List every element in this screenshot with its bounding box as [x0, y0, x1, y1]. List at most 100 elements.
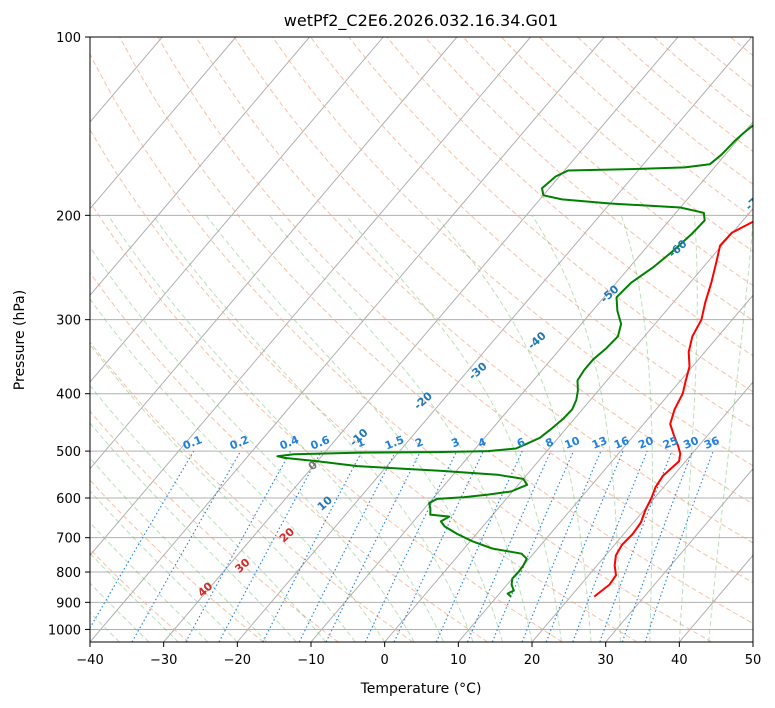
x-tick-label: −10: [297, 653, 324, 668]
moist-adiabat-line: [152, 215, 474, 642]
line-labels: -100-90-80-70-60-50-40-30-20-10010203040…: [181, 190, 767, 600]
moist-adiabat-line: [345, 214, 562, 642]
profile-line: [593, 220, 753, 598]
dry-adiabat-line: [90, 271, 488, 642]
y-tick-label: 100: [56, 31, 81, 46]
moist-adiabat-line: [90, 582, 150, 642]
grid-lines: [90, 37, 753, 642]
mixing-ratio-label: 1.5: [383, 433, 406, 452]
moist-adiabat-line: [434, 214, 592, 642]
dry-adiabat-line: [691, 37, 753, 88]
moist-adiabat-line: [90, 343, 356, 642]
dry-adiabat-label: 40: [195, 579, 215, 599]
mixing-ratio-lines: [90, 450, 714, 642]
dry-adiabat-line: [90, 479, 264, 642]
plot-frame: [89, 36, 754, 643]
moist-adiabat-line: [708, 215, 753, 642]
x-axis-label: Temperature (°C): [360, 681, 482, 697]
profile-line: [276, 124, 753, 598]
dry-adiabat-line: [90, 128, 638, 642]
dry-adiabat-line: [653, 37, 753, 120]
adiabat-lines: [90, 37, 753, 642]
x-tick-label: −30: [150, 653, 177, 668]
dry-adiabat-label: -30: [466, 359, 490, 382]
isotherm-line: [90, 37, 310, 297]
dry-adiabat-line: [90, 201, 563, 642]
mixing-ratio-label: 13: [590, 434, 609, 452]
dry-adiabat-label: -40: [525, 329, 549, 352]
dry-adiabat-line: [90, 341, 414, 642]
mixing-ratio-line: [466, 450, 552, 642]
y-tick-label: 200: [56, 209, 81, 224]
isotherm-line: [457, 294, 753, 642]
mixing-ratio-line: [491, 450, 575, 642]
dry-adiabat-label: -50: [598, 282, 622, 305]
dry-adiabat-line: [233, 37, 753, 505]
y-tick-label: 900: [56, 596, 81, 611]
y-tick-label: 1000: [48, 623, 81, 638]
dry-adiabat-line: [90, 410, 339, 642]
dry-adiabat-line: [424, 37, 753, 322]
mixing-ratio-label: 1: [355, 435, 367, 450]
mixing-ratio-line: [393, 450, 484, 642]
mixing-ratio-line: [572, 450, 648, 642]
mixing-ratio-label: 30: [682, 434, 701, 452]
mixing-ratio-label: 20: [636, 434, 655, 452]
dry-adiabat-line: [271, 37, 753, 467]
y-tick-label: 800: [56, 566, 81, 581]
mixing-ratio-line: [435, 450, 523, 642]
chart-title: wetPf2_C2E6.2026.032.16.34.G01: [284, 11, 558, 31]
y-tick-label: 500: [56, 445, 81, 460]
isotherm-line: [236, 37, 752, 642]
isotherm-line: [90, 37, 605, 642]
mixing-ratio-line: [262, 450, 363, 642]
mixing-ratio-label: 25: [661, 434, 680, 452]
y-tick-label: 600: [56, 492, 81, 507]
dry-adiabat-line: [90, 52, 712, 642]
dry-adiabat-label: -70: [743, 190, 767, 213]
mixing-ratio-label: 10: [563, 434, 582, 452]
moist-adiabat-line: [90, 422, 297, 642]
mixing-ratio-line: [599, 450, 673, 642]
mixing-ratio-label: 16: [612, 434, 631, 452]
isotherm-line: [90, 37, 531, 557]
moist-adiabat-line: [90, 298, 386, 642]
isotherm-line: [678, 554, 753, 642]
moist-adiabat-line: [90, 552, 179, 642]
x-axis: −40 −30 −20 −10 0 10 20 30 40 50: [76, 642, 761, 668]
x-tick-label: 30: [597, 653, 614, 668]
mixing-ratio-line: [90, 450, 195, 629]
mixing-ratio-label: 0.4: [278, 433, 301, 452]
y-tick-label: 400: [56, 388, 81, 403]
mixing-ratio-line: [521, 450, 602, 642]
y-axis-label: Pressure (hPa): [12, 290, 28, 390]
mixing-ratio-label: 4: [476, 435, 488, 450]
isotherm-line: [752, 641, 753, 642]
moist-adiabat-line: [269, 214, 533, 642]
dry-adiabat-label: 10: [315, 493, 335, 513]
mixing-ratio-line: [325, 450, 422, 642]
mixing-ratio-line: [621, 450, 693, 642]
mixing-ratio-line: [298, 450, 397, 642]
moist-adiabat-line: [90, 521, 209, 642]
moist-adiabat-line: [678, 215, 698, 642]
moist-adiabat-line: [205, 214, 503, 642]
isotherm-line: [605, 467, 753, 642]
dry-adiabat-line: [195, 37, 753, 544]
moist-adiabat-line: [107, 215, 445, 642]
x-tick-label: 50: [745, 653, 762, 668]
y-axis: 100 200 300 400 500 600 700 800 900 1000: [48, 31, 90, 638]
mixing-ratio-line: [218, 450, 322, 642]
moist-adiabat-line: [90, 457, 268, 642]
isotherm-line: [90, 37, 458, 470]
dry-adiabat-line: [462, 37, 753, 287]
moist-adiabat-line: [90, 246, 415, 642]
x-tick-label: 40: [671, 653, 688, 668]
mixing-ratio-line: [364, 450, 458, 642]
mixing-ratio-line: [545, 450, 624, 642]
mixing-ratio-line: [185, 450, 292, 642]
mixing-ratio-label: 0.6: [309, 433, 332, 452]
x-tick-label: −40: [76, 653, 103, 668]
plot-area: -100-90-80-70-60-50-40-30-20-10010203040…: [90, 37, 767, 642]
